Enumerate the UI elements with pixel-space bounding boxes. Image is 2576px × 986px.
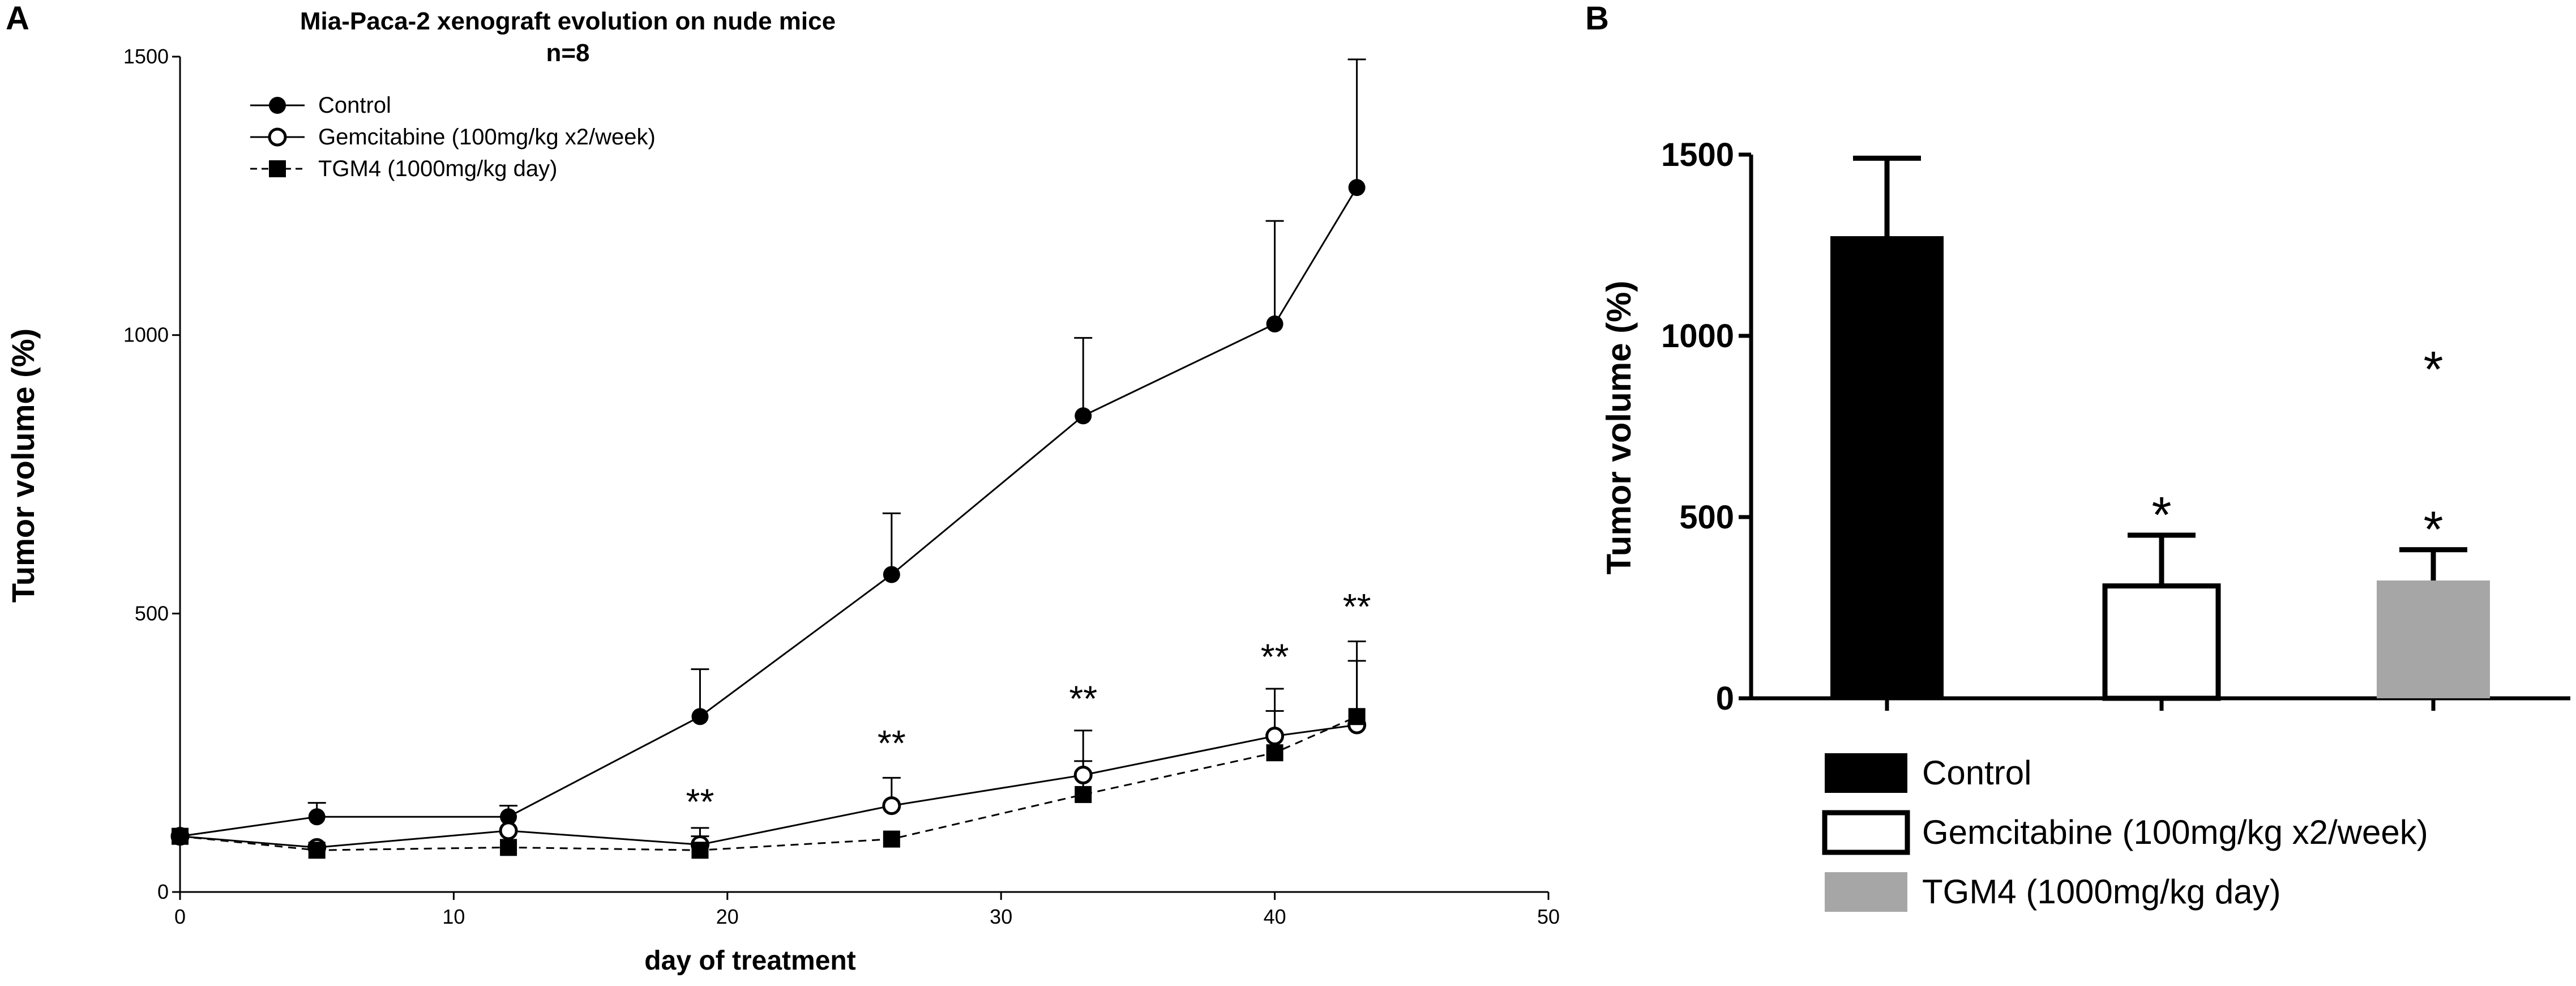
legend-marker-2 — [269, 160, 286, 177]
panel-b-ylabel: Tumor volume (%) — [1600, 281, 1638, 575]
x-tick-label: 30 — [990, 905, 1012, 928]
x-tick-label: 10 — [442, 905, 465, 928]
legend-marker-0 — [269, 97, 286, 114]
significance-marker: ** — [1069, 678, 1097, 719]
bar-2 — [2377, 580, 2490, 698]
data-point-series-0 — [691, 708, 709, 725]
legend-label-2: TGM4 (1000mg/kg day) — [318, 156, 557, 181]
legend-label-2: TGM4 (1000mg/kg day) — [1922, 873, 2281, 911]
y-tick-label: 0 — [1716, 680, 1734, 717]
panel-a-plot: 0 10 20 30 40 50050010001500**********Control… — [123, 45, 1560, 928]
data-point-series-2 — [1348, 708, 1366, 725]
data-point-series-2 — [1266, 744, 1283, 762]
significance-star: * — [2423, 342, 2443, 398]
y-tick-label: 1500 — [123, 45, 169, 68]
series-line-0 — [179, 187, 1358, 838]
x-tick-label: 50 — [1537, 905, 1560, 928]
significance-marker: ** — [1343, 586, 1371, 627]
y-tick-label: 500 — [1679, 499, 1734, 536]
legend-marker-1 — [268, 127, 287, 147]
series-line-1 — [179, 724, 1357, 848]
x-tick-label: 40 — [1264, 905, 1286, 928]
significance-star: * — [2151, 487, 2171, 544]
data-point-series-0 — [883, 566, 900, 583]
y-tick-label: 500 — [135, 601, 169, 625]
data-point-series-0 — [1348, 179, 1366, 197]
data-point-series-2 — [500, 839, 517, 856]
panel-a-xlabel: day of treatment — [644, 946, 855, 976]
bar-1 — [2102, 583, 2221, 701]
significance-marker: ** — [686, 781, 714, 822]
legend-swatch-2 — [1825, 872, 1907, 912]
x-tick-label: 0 — [174, 905, 186, 928]
panel-a-label: A — [6, 0, 29, 37]
data-point-series-2 — [1075, 786, 1092, 803]
x-tick-label: 20 — [716, 905, 739, 928]
y-tick-label: 1000 — [1661, 318, 1734, 355]
panel-b-plot: 0 500 1000 1500 * * * Control Gemcitabine (100mg… — [1661, 136, 2570, 912]
panel-a-ylabel: Tumor volume (%) — [5, 328, 41, 603]
legend-label-1: Gemcitabine (100mg/kg x2/week) — [1922, 813, 2428, 851]
data-point-series-0 — [1075, 407, 1092, 425]
y-tick-label: 1500 — [1661, 136, 1734, 173]
legend-swatch-1 — [1822, 810, 1910, 855]
legend-label-1: Gemcitabine (100mg/kg x2/week) — [318, 125, 656, 150]
data-point-series-1 — [1265, 727, 1285, 746]
significance-marker: ** — [878, 723, 906, 763]
y-tick-label: 1000 — [123, 323, 169, 347]
data-point-series-0 — [500, 808, 517, 826]
panel-a-title: Mia-Paca-2 xenograft evolution on nude m… — [300, 7, 836, 35]
series-line-2 — [179, 715, 1358, 851]
panel-b-label: B — [1585, 0, 1609, 37]
panel-a-subtitle: n=8 — [546, 39, 589, 67]
legend-label-0: Control — [1922, 754, 2031, 792]
data-point-series-0 — [1266, 315, 1283, 332]
legend-swatch-0 — [1825, 753, 1907, 793]
data-point-series-1 — [499, 821, 518, 840]
data-point-series-2 — [691, 842, 709, 859]
y-tick-label: 0 — [157, 880, 169, 903]
data-point-series-2 — [172, 827, 189, 845]
data-point-series-1 — [1073, 766, 1093, 784]
data-point-series-2 — [883, 830, 900, 848]
bar-0 — [1830, 236, 1944, 698]
significance-marker: ** — [1261, 637, 1289, 677]
legend-label-0: Control — [318, 93, 391, 118]
significance-star: * — [2423, 502, 2443, 558]
data-point-series-2 — [308, 842, 326, 859]
data-point-series-0 — [308, 808, 326, 826]
data-point-series-1 — [882, 796, 901, 816]
